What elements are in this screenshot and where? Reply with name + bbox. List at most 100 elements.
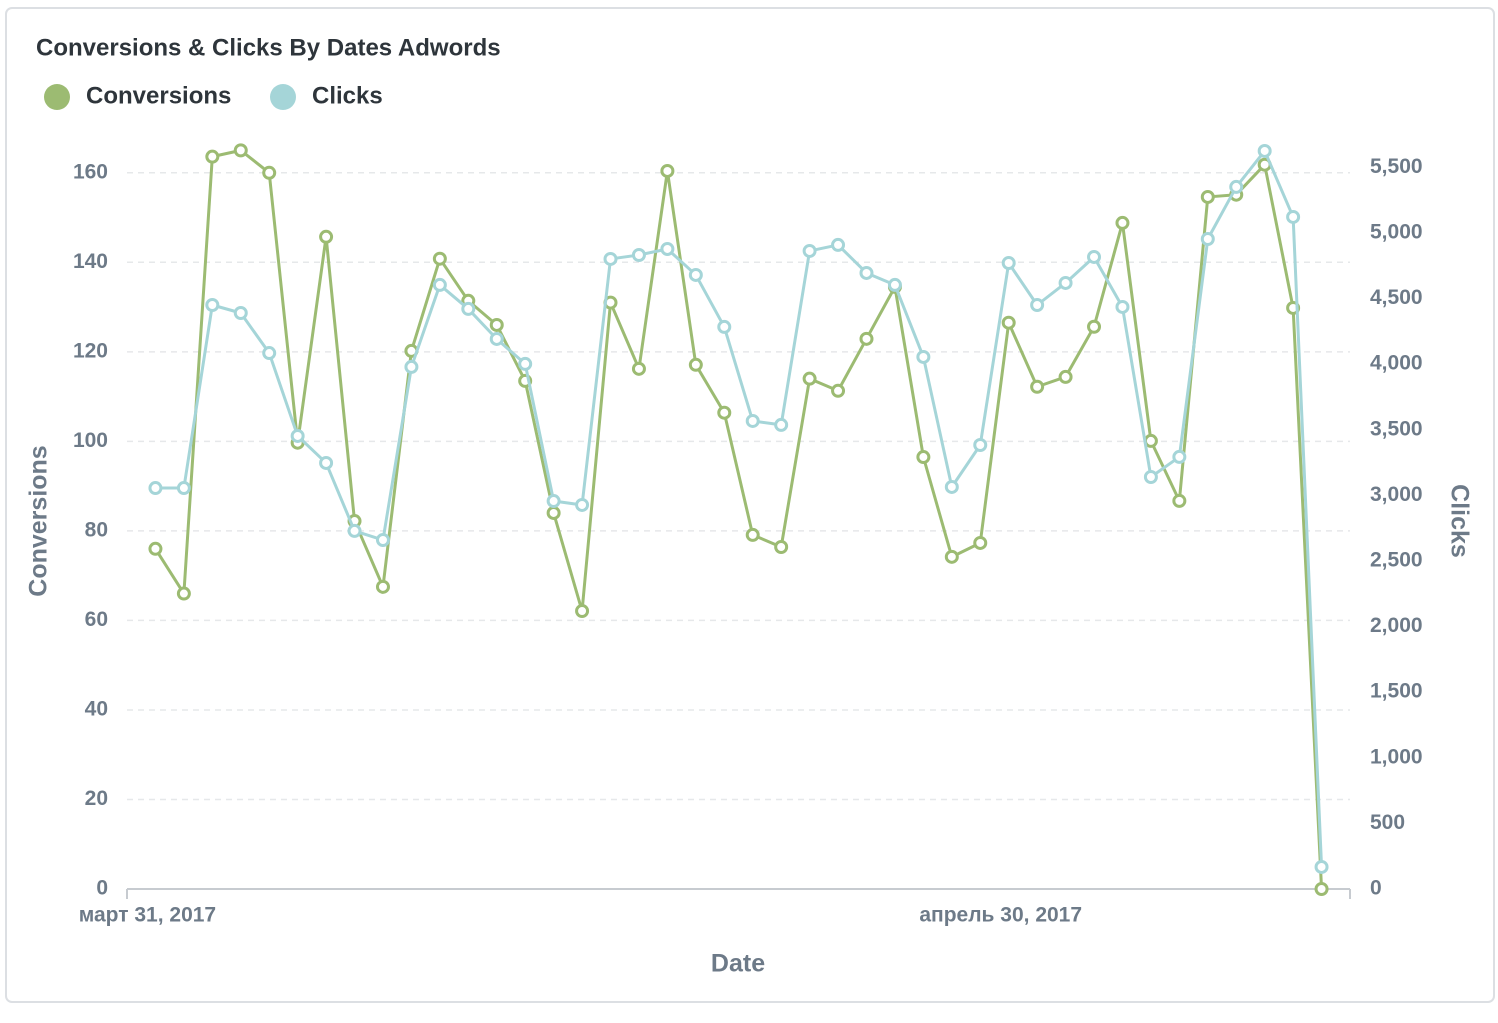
data-point <box>774 417 789 432</box>
x-tick-label: апрель 30, 2017 <box>919 904 1082 927</box>
y2-tick-label: 5,500 <box>1370 155 1423 178</box>
y-tick-label: 100 <box>73 429 108 452</box>
data-point <box>489 331 504 346</box>
series-line <box>154 148 1324 890</box>
data-point <box>660 241 675 256</box>
y-tick-label: 20 <box>85 787 108 810</box>
data-point <box>774 539 789 554</box>
series-line <box>155 149 1324 868</box>
data-point <box>205 149 220 164</box>
data-point <box>575 497 590 512</box>
data-point <box>1143 470 1158 485</box>
y-tick-label: 160 <box>73 160 108 183</box>
data-point <box>148 481 163 496</box>
y2-tick-label: 3,000 <box>1370 483 1423 506</box>
data-point <box>1087 249 1102 264</box>
y-tick-label: 40 <box>85 697 108 720</box>
data-point <box>631 248 646 263</box>
y-axis-label: Conversions <box>25 445 53 596</box>
data-point <box>1058 369 1073 384</box>
data-point <box>375 579 390 594</box>
data-point <box>1257 143 1272 158</box>
y2-tick-label: 1,000 <box>1370 745 1423 768</box>
data-point <box>831 237 846 252</box>
y-tick-label: 140 <box>73 250 108 273</box>
data-point <box>461 301 476 316</box>
data-point <box>1200 232 1215 247</box>
data-point <box>859 265 874 280</box>
legend-swatch <box>270 84 296 110</box>
data-point <box>745 527 760 542</box>
data-point <box>944 549 959 564</box>
data-point <box>859 331 874 346</box>
data-point <box>432 277 447 292</box>
data-point <box>1314 882 1329 896</box>
y-tick-label: 0 <box>96 877 108 900</box>
data-point <box>688 357 703 372</box>
data-point <box>1172 493 1187 508</box>
data-point <box>802 243 817 258</box>
data-point <box>1001 256 1016 271</box>
data-point <box>489 317 504 332</box>
data-point <box>262 346 277 361</box>
chart-title: Conversions & Clicks By Dates Adwords <box>36 34 501 61</box>
data-point <box>432 251 447 266</box>
data-point <box>347 523 362 538</box>
data-point <box>575 604 590 619</box>
data-point <box>1001 315 1016 330</box>
data-point <box>404 359 419 374</box>
data-point <box>176 481 191 496</box>
y2-tick-label: 3,500 <box>1370 417 1423 440</box>
data-point <box>375 532 390 547</box>
data-point <box>518 356 533 371</box>
data-point <box>802 371 817 386</box>
y-tick-label: 60 <box>85 608 108 631</box>
data-point <box>631 361 646 376</box>
data-point <box>1229 179 1244 194</box>
data-point <box>1200 189 1215 204</box>
data-point <box>205 297 220 312</box>
data-point <box>944 479 959 494</box>
data-point <box>546 505 561 520</box>
x-axis-label: Date <box>711 950 765 978</box>
y2-tick-label: 4,500 <box>1370 286 1423 309</box>
data-point <box>233 143 248 158</box>
data-point <box>148 541 163 556</box>
data-point <box>1314 859 1329 874</box>
data-point <box>319 229 334 244</box>
legend-swatch <box>44 84 70 110</box>
data-point <box>973 535 988 550</box>
data-point <box>717 319 732 334</box>
data-point <box>1115 299 1130 314</box>
data-point <box>1030 297 1045 312</box>
data-point <box>887 277 902 292</box>
data-point <box>603 251 618 266</box>
y2-tick-label: 2,500 <box>1370 549 1423 572</box>
data-point <box>1172 449 1187 464</box>
data-point <box>688 267 703 282</box>
data-point <box>1030 379 1045 394</box>
y2-tick-label: 4,000 <box>1370 352 1423 375</box>
data-point <box>1143 433 1158 448</box>
data-point <box>973 437 988 452</box>
y2-tick-label: 500 <box>1370 811 1405 834</box>
data-point <box>1058 275 1073 290</box>
data-point <box>233 306 248 321</box>
y2-tick-label: 2,000 <box>1370 614 1423 637</box>
legend-label: Clicks <box>312 82 383 109</box>
y-tick-label: 80 <box>85 518 108 541</box>
data-point <box>1087 319 1102 334</box>
data-point <box>916 450 931 465</box>
y-tick-label: 120 <box>73 339 108 362</box>
data-point <box>290 428 305 443</box>
data-point <box>745 413 760 428</box>
y2-axis-label: Clicks <box>1445 484 1473 558</box>
data-point <box>916 349 931 364</box>
y2-tick-label: 1,500 <box>1370 680 1423 703</box>
card <box>5 7 1495 1003</box>
data-point <box>546 494 561 509</box>
data-point <box>660 163 675 178</box>
legend-label: Conversions <box>86 82 231 109</box>
data-point <box>319 455 334 470</box>
